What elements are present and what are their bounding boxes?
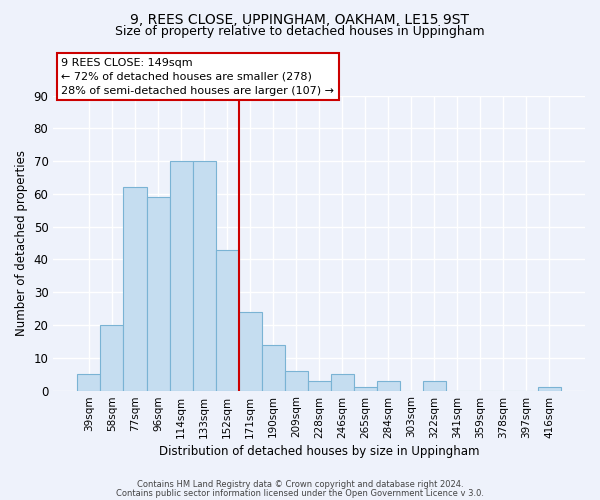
Bar (284, 371, 308, 390)
Text: Size of property relative to detached houses in Uppingham: Size of property relative to detached ho… (115, 25, 485, 38)
Text: Contains public sector information licensed under the Open Government Licence v : Contains public sector information licen… (116, 488, 484, 498)
Bar (262, 344, 284, 391)
Text: Contains HM Land Registry data © Crown copyright and database right 2024.: Contains HM Land Registry data © Crown c… (137, 480, 463, 489)
Bar (170, 161, 193, 390)
Bar (239, 312, 262, 390)
Bar (353, 388, 377, 390)
Text: 9 REES CLOSE: 149sqm
← 72% of detached houses are smaller (278)
28% of semi-deta: 9 REES CLOSE: 149sqm ← 72% of detached h… (61, 58, 334, 96)
Bar (377, 380, 400, 390)
Bar (331, 374, 353, 390)
Bar (538, 388, 561, 390)
Bar (193, 161, 215, 390)
Bar (77, 374, 100, 390)
Bar (146, 197, 170, 390)
Bar (423, 380, 446, 390)
X-axis label: Distribution of detached houses by size in Uppingham: Distribution of detached houses by size … (159, 444, 479, 458)
Bar (124, 188, 146, 390)
Bar (215, 250, 239, 390)
Bar (308, 380, 331, 390)
Bar (100, 325, 124, 390)
Text: 9, REES CLOSE, UPPINGHAM, OAKHAM, LE15 9ST: 9, REES CLOSE, UPPINGHAM, OAKHAM, LE15 9… (131, 12, 470, 26)
Y-axis label: Number of detached properties: Number of detached properties (15, 150, 28, 336)
